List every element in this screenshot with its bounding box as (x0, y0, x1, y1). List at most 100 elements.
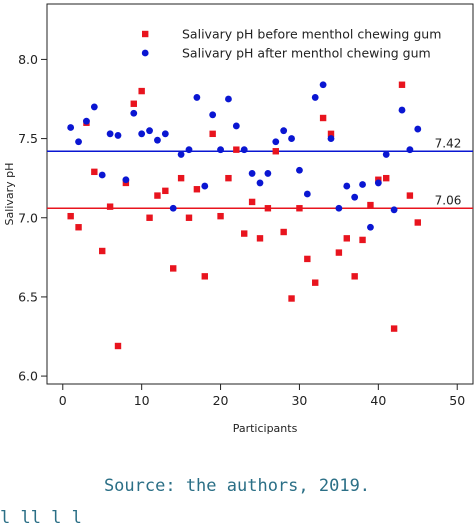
point-after-24 (248, 170, 256, 177)
point-before-6 (106, 203, 114, 210)
legend-entry-1: Salivary pH after menthol chewing gum (182, 46, 431, 61)
point-after-23 (240, 146, 248, 154)
point-after-13 (161, 130, 169, 138)
point-after-35 (335, 204, 343, 212)
point-before-24 (248, 198, 256, 206)
point-after-11 (146, 127, 153, 135)
point-after-7 (114, 132, 122, 139)
mean-label-1: 7.42 (435, 136, 462, 150)
point-before-41 (383, 174, 390, 182)
point-after-37 (351, 193, 359, 201)
point-after-16 (185, 146, 193, 154)
y-tick-label-1: 6.5 (18, 289, 38, 304)
point-before-28 (280, 228, 287, 236)
point-before-9 (130, 100, 137, 107)
point-after-17 (193, 94, 201, 101)
point-before-21 (225, 174, 232, 182)
cropped-caption-text: l ll l l (0, 508, 82, 524)
mean-lines: 7.06 7.42 (47, 136, 473, 210)
point-after-14 (169, 204, 177, 212)
point-before-4 (91, 168, 98, 176)
point-before-22 (233, 146, 240, 153)
y-tick-label-4: 8.0 (18, 52, 38, 67)
point-before-36 (343, 235, 350, 242)
point-before-7 (114, 342, 122, 350)
point-after-15 (177, 151, 185, 158)
point-before-10 (138, 87, 145, 95)
point-before-20 (217, 212, 224, 220)
data-points (67, 81, 422, 350)
point-after-42 (390, 206, 398, 214)
point-after-27 (272, 138, 280, 146)
point-after-21 (225, 95, 232, 103)
point-after-22 (232, 122, 240, 130)
point-before-33 (319, 114, 327, 122)
x-tick-label-0: 0 (59, 393, 67, 408)
x-axis-label: Participants (233, 422, 298, 435)
point-before-26 (264, 205, 272, 212)
point-after-10 (138, 130, 146, 138)
point-after-32 (311, 94, 319, 101)
point-before-11 (146, 214, 153, 221)
point-after-4 (90, 103, 98, 111)
point-before-43 (398, 81, 406, 88)
point-before-31 (304, 255, 311, 263)
point-after-1 (67, 124, 75, 131)
plot-area-frame (46, 3, 474, 385)
x-tick-label-4: 40 (370, 393, 386, 408)
y-axis-label: Salivary pH (3, 163, 16, 226)
point-before-34 (327, 130, 335, 138)
point-before-44 (406, 192, 414, 199)
point-after-44 (406, 146, 414, 154)
point-after-36 (343, 182, 351, 190)
point-after-41 (382, 151, 390, 158)
point-after-26 (264, 170, 272, 177)
mean-label-0: 7.06 (435, 193, 462, 207)
point-before-45 (414, 219, 421, 226)
point-after-8 (122, 176, 130, 184)
point-after-9 (130, 109, 138, 117)
point-before-2 (75, 224, 82, 231)
point-before-42 (390, 325, 398, 332)
x-tick-label-2: 20 (213, 393, 229, 408)
point-before-38 (359, 236, 366, 244)
point-after-28 (280, 127, 288, 135)
point-after-39 (367, 223, 374, 231)
point-after-3 (83, 117, 90, 125)
point-after-43 (398, 106, 406, 114)
point-before-32 (312, 279, 319, 286)
point-after-34 (327, 135, 335, 142)
point-after-31 (303, 190, 311, 198)
point-after-29 (288, 135, 295, 142)
legend: Salivary pH before menthol chewing gum Sa… (141, 27, 441, 61)
point-before-19 (209, 130, 216, 138)
point-before-12 (154, 192, 161, 199)
point-before-27 (272, 148, 279, 155)
point-after-45 (414, 125, 422, 133)
point-before-14 (170, 265, 177, 272)
point-before-25 (256, 235, 264, 242)
point-after-18 (201, 182, 209, 190)
scatter-chart: 6.0 6.5 7.0 7.5 8.0 0 10 20 30 40 50 7.06 7.42 Sali… (3, 3, 474, 435)
axes: 6.0 6.5 7.0 7.5 8.0 0 10 20 30 40 50 (18, 52, 465, 408)
point-after-2 (75, 138, 82, 146)
point-before-39 (367, 201, 374, 209)
y-tick-label-0: 6.0 (18, 369, 38, 384)
point-after-30 (296, 166, 303, 174)
point-after-6 (106, 130, 114, 138)
point-after-33 (319, 81, 327, 89)
point-after-12 (154, 136, 161, 144)
y-tick-label-2: 7.0 (18, 210, 38, 225)
legend-marker-before (142, 30, 149, 38)
x-tick-label-3: 30 (291, 393, 307, 408)
legend-marker-after (141, 49, 149, 57)
point-before-30 (296, 205, 303, 212)
legend-entry-0: Salivary pH before menthol chewing gum (182, 27, 441, 42)
point-before-5 (99, 247, 106, 255)
point-before-1 (67, 212, 74, 220)
point-before-15 (177, 174, 185, 182)
point-after-20 (217, 146, 224, 154)
point-before-37 (351, 273, 358, 280)
x-tick-label-5: 50 (449, 393, 465, 408)
source-caption: Source: the authors, 2019. (103, 476, 371, 496)
